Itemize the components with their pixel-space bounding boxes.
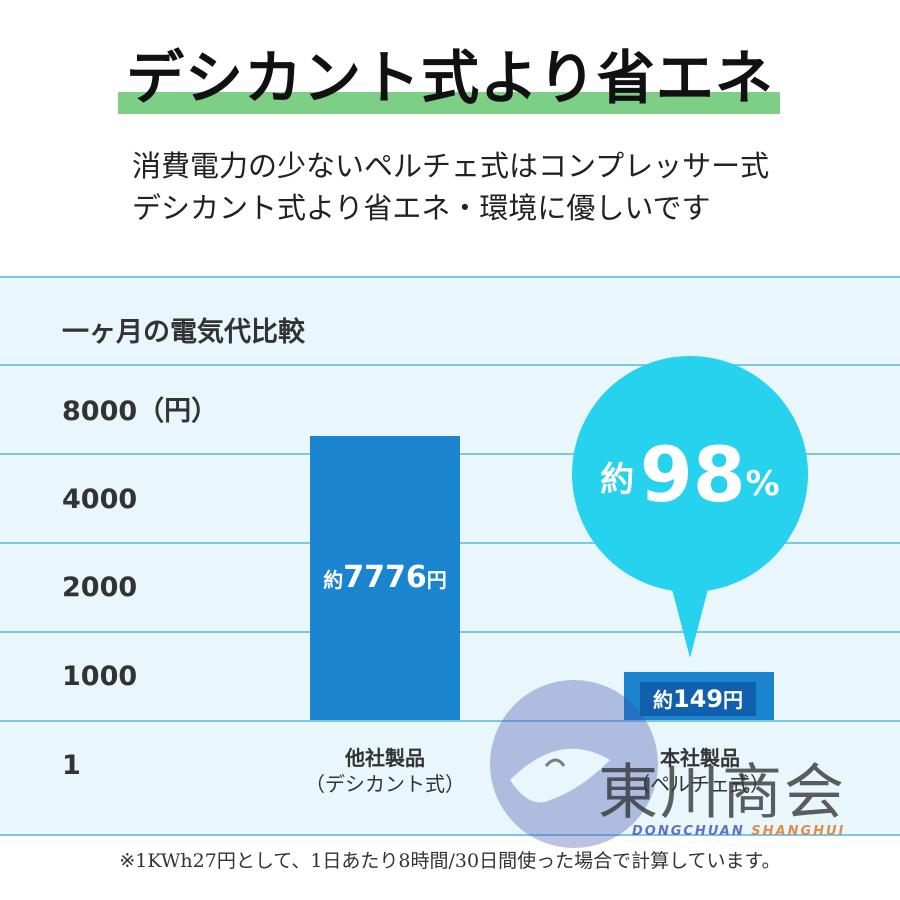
bar-value-label-competitor: 約7776円 — [323, 560, 447, 595]
subtitle: 消費電力の少ないペルチェ式はコンプレッサー式 デシカント式より省エネ・環境に優し… — [132, 145, 852, 229]
grid-line — [0, 276, 900, 278]
chart-title: 一ヶ月の電気代比較 — [62, 317, 305, 348]
y-tick-label: 4000 — [62, 484, 138, 515]
bar-competitor — [310, 436, 460, 720]
grid-line — [0, 720, 900, 722]
callout-text: 約 98% — [600, 430, 780, 519]
grid-line — [0, 364, 900, 366]
category-label-own: 本社製品 （ペルチェ式） — [630, 746, 770, 796]
headline-block: デシカント式より省エネ — [0, 38, 900, 118]
watermark-text: 東川商会 — [598, 758, 846, 828]
footnote: ※1KWh27円として、1日あたり8時間/30日間使った場合で計算しています。 — [119, 850, 781, 872]
y-tick-label: 1 — [62, 750, 81, 781]
headline: デシカント式より省エネ — [126, 44, 774, 112]
y-tick-label: 1000 — [62, 661, 138, 692]
watermark-subtext: DONGCHUAN SHANGHUI — [632, 824, 846, 839]
subtitle-line-2: デシカント式より省エネ・環境に優しいです — [132, 191, 711, 225]
y-tick-label: 2000 — [62, 572, 138, 603]
y-tick-label: 8000（円） — [62, 396, 219, 427]
headline-highlight — [118, 92, 780, 114]
subtitle-line-1: 消費電力の少ないペルチェ式はコンプレッサー式 — [132, 149, 770, 183]
bar-value-label-own: 約149円 — [640, 682, 756, 716]
grid-line — [0, 834, 900, 836]
category-label-competitor: 他社製品 （デシカント式） — [305, 746, 465, 796]
callout-bubble — [572, 356, 808, 658]
watermark-logo — [490, 680, 658, 848]
